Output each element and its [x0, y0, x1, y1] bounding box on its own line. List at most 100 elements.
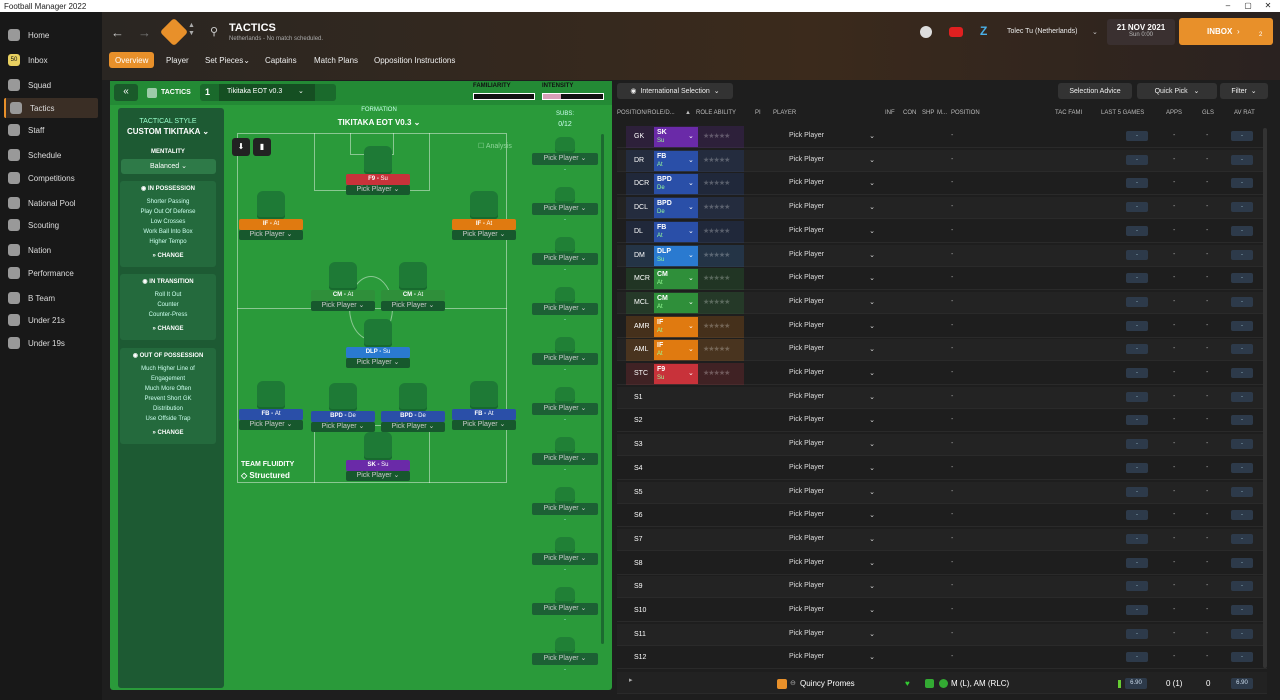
- column-header[interactable]: POSITION: [951, 110, 980, 116]
- pick-player-dropdown[interactable]: Pick Player ⌄: [789, 179, 875, 187]
- pick-player-dropdown[interactable]: Pick Player ⌄: [789, 606, 875, 614]
- scrollbar[interactable]: [1263, 128, 1267, 668]
- sidebar-item-tactics[interactable]: Tactics: [4, 98, 98, 118]
- player-name[interactable]: Quincy Promes: [800, 679, 855, 688]
- date-panel[interactable]: 21 NOV 2021 Sun 0:00: [1107, 19, 1175, 45]
- pitch-position-cm[interactable]: CM - At Pick Player ⌄: [381, 262, 445, 311]
- pick-player-dropdown[interactable]: Pick Player ⌄: [532, 203, 598, 215]
- table-row[interactable]: S12 Pick Player ⌄ - - - - -: [617, 647, 1267, 670]
- pick-player-dropdown[interactable]: Pick Player ⌄: [789, 440, 875, 448]
- role-selector[interactable]: BPD De ⌄: [654, 198, 698, 219]
- table-row[interactable]: DCL BPD De ⌄ ★★★★★ Pick Player ⌄ - - - - -: [617, 197, 1267, 220]
- pick-player-dropdown[interactable]: Pick Player ⌄: [381, 422, 445, 432]
- pick-player-dropdown[interactable]: Pick Player ⌄: [532, 253, 598, 265]
- chevron-updown-icon[interactable]: ▲ ▼: [188, 22, 195, 37]
- tab-set-pieces[interactable]: Set Pieces ⌄: [199, 52, 256, 68]
- table-row[interactable]: S6 Pick Player ⌄ - - - - -: [617, 505, 1267, 528]
- pick-player-dropdown[interactable]: Pick Player ⌄: [789, 535, 875, 543]
- pick-player-dropdown[interactable]: Pick Player ⌄: [532, 353, 598, 365]
- pick-player-dropdown[interactable]: Pick Player ⌄: [532, 503, 598, 515]
- tactical-style-value[interactable]: CUSTOM TIKITAKA ⌄: [126, 127, 210, 136]
- analysis-checkbox[interactable]: ☐ Analysis: [478, 143, 512, 150]
- table-row[interactable]: DM DLP Su ⌄ ★★★★★ Pick Player ⌄ - - - - -: [617, 244, 1267, 267]
- table-row[interactable]: S11 Pick Player ⌄ - - - - -: [617, 623, 1267, 646]
- pitch-position-bpd[interactable]: BPD - De Pick Player ⌄: [311, 383, 375, 432]
- pick-player-dropdown[interactable]: Pick Player ⌄: [311, 301, 375, 311]
- role-badge[interactable]: CM - At: [381, 290, 445, 301]
- tab-player[interactable]: Player: [160, 52, 195, 68]
- sub-slot[interactable]: Pick Player ⌄ -: [532, 137, 598, 175]
- pick-player-dropdown[interactable]: Pick Player ⌄: [789, 132, 875, 140]
- column-header[interactable]: LAST 5 GAMES: [1101, 110, 1145, 116]
- table-row[interactable]: S10 Pick Player ⌄ - - - - -: [617, 600, 1267, 622]
- pick-player-dropdown[interactable]: Pick Player ⌄: [789, 156, 875, 164]
- sub-slot[interactable]: Pick Player ⌄ -: [532, 187, 598, 225]
- formation-selector[interactable]: TIKITAKA EOT V0.3 ⌄: [337, 118, 421, 127]
- pick-player-dropdown[interactable]: Pick Player ⌄: [789, 322, 875, 330]
- sub-slot[interactable]: Pick Player ⌄ -: [532, 637, 598, 675]
- pick-player-dropdown[interactable]: Pick Player ⌄: [789, 464, 875, 472]
- pick-player-dropdown[interactable]: Pick Player ⌄: [239, 230, 303, 240]
- expand-icon[interactable]: ▸: [629, 677, 633, 684]
- table-row[interactable]: S7 Pick Player ⌄ - - - - -: [617, 528, 1267, 551]
- role-badge[interactable]: IF - At: [239, 219, 303, 230]
- pitch-position-if[interactable]: IF - At Pick Player ⌄: [239, 191, 303, 240]
- pitch-position-f9[interactable]: F9 - Su Pick Player ⌄: [346, 146, 410, 195]
- tactic-selector[interactable]: 1 Tikitaka EOT v0.3 ⌄: [200, 84, 336, 101]
- table-row[interactable]: S9 Pick Player ⌄ - - - - -: [617, 576, 1267, 599]
- column-header[interactable]: PLAYER: [773, 110, 797, 116]
- column-header[interactable]: APPS: [1166, 110, 1183, 116]
- tab-opposition-instructions[interactable]: Opposition Instructions: [368, 52, 461, 68]
- pick-player-dropdown[interactable]: Pick Player ⌄: [452, 230, 516, 240]
- pick-player-dropdown[interactable]: Pick Player ⌄: [789, 203, 875, 211]
- pitch-position-fb[interactable]: FB - At Pick Player ⌄: [452, 381, 516, 430]
- sub-slot[interactable]: Pick Player ⌄ -: [532, 487, 598, 525]
- sidebar-item-b-team[interactable]: B Team: [4, 288, 98, 308]
- role-badge[interactable]: IF - At: [452, 219, 516, 230]
- pick-player-dropdown[interactable]: Pick Player ⌄: [532, 303, 598, 315]
- sub-slot[interactable]: Pick Player ⌄ -: [532, 237, 598, 275]
- column-header[interactable]: M...: [937, 110, 947, 116]
- pick-player-dropdown[interactable]: Pick Player ⌄: [381, 301, 445, 311]
- globe-icon[interactable]: [920, 26, 932, 38]
- role-selector[interactable]: BPD De ⌄: [654, 174, 698, 195]
- close-button[interactable]: ✕: [1264, 1, 1272, 10]
- table-row[interactable]: S8 Pick Player ⌄ - - - - -: [617, 552, 1267, 575]
- pick-player-dropdown[interactable]: Pick Player ⌄: [789, 227, 875, 235]
- manager-name[interactable]: Tolec Tu (Netherlands): [1007, 28, 1078, 35]
- sidebar-item-home[interactable]: Home: [4, 25, 98, 45]
- table-row[interactable]: DL FB At ⌄ ★★★★★ Pick Player ⌄ - - - - -: [617, 220, 1267, 243]
- sidebar-item-squad[interactable]: Squad: [4, 75, 98, 95]
- role-selector[interactable]: F9 Su ⌄: [654, 364, 698, 384]
- column-header[interactable]: TAC FAMI: [1055, 110, 1083, 116]
- sub-slot[interactable]: Pick Player ⌄ -: [532, 337, 598, 375]
- pitch-position-sk[interactable]: SK - Su Pick Player ⌄: [346, 432, 410, 481]
- minimize-button[interactable]: –: [1225, 1, 1231, 10]
- pick-player-dropdown[interactable]: Pick Player ⌄: [346, 471, 410, 481]
- sidebar-item-competitions[interactable]: Competitions: [4, 168, 98, 188]
- table-row[interactable]: S4 Pick Player ⌄ - - - - -: [617, 457, 1267, 480]
- pick-player-dropdown[interactable]: Pick Player ⌄: [789, 582, 875, 590]
- table-row[interactable]: MCL CM At ⌄ ★★★★★ Pick Player ⌄ - - - - -: [617, 291, 1267, 314]
- column-header[interactable]: AV RAT: [1234, 110, 1255, 116]
- pick-player-dropdown[interactable]: Pick Player ⌄: [789, 369, 875, 377]
- role-badge[interactable]: SK - Su: [346, 460, 410, 471]
- role-selector[interactable]: CM At ⌄: [654, 269, 698, 290]
- tab-captains[interactable]: Captains: [259, 52, 303, 68]
- pick-player-dropdown[interactable]: Pick Player ⌄: [789, 345, 875, 353]
- column-header[interactable]: CON: [903, 110, 917, 116]
- pick-player-dropdown[interactable]: Pick Player ⌄: [789, 298, 875, 306]
- sidebar-item-schedule[interactable]: Schedule: [4, 145, 98, 165]
- pick-player-dropdown[interactable]: Pick Player ⌄: [532, 153, 598, 165]
- role-badge[interactable]: F9 - Su: [346, 174, 410, 185]
- pitch-position-if[interactable]: IF - At Pick Player ⌄: [452, 191, 516, 240]
- column-header[interactable]: ROLE ABILITY: [696, 110, 737, 116]
- pick-player-dropdown[interactable]: Pick Player ⌄: [452, 420, 516, 430]
- pick-player-dropdown[interactable]: Pick Player ⌄: [789, 393, 875, 401]
- column-header[interactable]: GLS: [1202, 110, 1215, 116]
- table-row[interactable]: DCR BPD De ⌄ ★★★★★ Pick Player ⌄ - - - - -: [617, 173, 1267, 196]
- role-badge[interactable]: FB - At: [239, 409, 303, 420]
- pick-player-dropdown[interactable]: Pick Player ⌄: [789, 488, 875, 496]
- pick-player-dropdown[interactable]: Pick Player ⌄: [789, 251, 875, 259]
- selection-advice-button[interactable]: Selection Advice: [1058, 83, 1132, 99]
